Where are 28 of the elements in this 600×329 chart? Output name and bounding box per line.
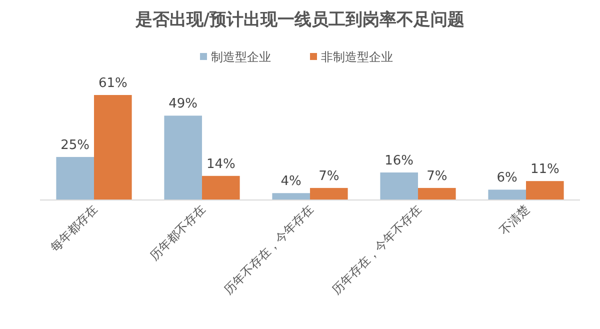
bar xyxy=(418,188,456,200)
bar xyxy=(272,193,310,200)
legend-label: 非制造型企业 xyxy=(321,50,393,64)
data-label: 16% xyxy=(384,153,414,168)
chart-title: 是否出现/预计出现一线员工到岗率不足问题 xyxy=(134,10,465,30)
x-tick-label: 历年不存在，今年存在 xyxy=(221,202,316,297)
bar xyxy=(164,116,202,200)
bar xyxy=(56,156,94,200)
bar xyxy=(94,95,132,200)
data-label: 25% xyxy=(60,138,90,153)
x-tick-label: 历年都不存在 xyxy=(147,202,208,264)
data-label: 61% xyxy=(98,76,128,91)
x-tick-label: 不清楚 xyxy=(496,202,532,238)
data-label: 4% xyxy=(280,174,302,190)
bar xyxy=(380,172,418,200)
x-tick-label: 每年都存在 xyxy=(48,202,100,255)
data-label: 7% xyxy=(318,168,340,184)
bar xyxy=(526,181,564,200)
legend-label: 制造型企业 xyxy=(211,50,271,64)
data-label: 14% xyxy=(206,156,236,172)
bar xyxy=(202,176,240,200)
bar xyxy=(488,190,526,200)
bar xyxy=(310,188,348,200)
x-tick-label: 历年存在，今年不存在 xyxy=(329,202,424,297)
data-label: 49% xyxy=(168,96,198,112)
data-label: 6% xyxy=(496,170,518,186)
data-label: 7% xyxy=(426,168,448,184)
data-label: 11% xyxy=(530,162,560,178)
